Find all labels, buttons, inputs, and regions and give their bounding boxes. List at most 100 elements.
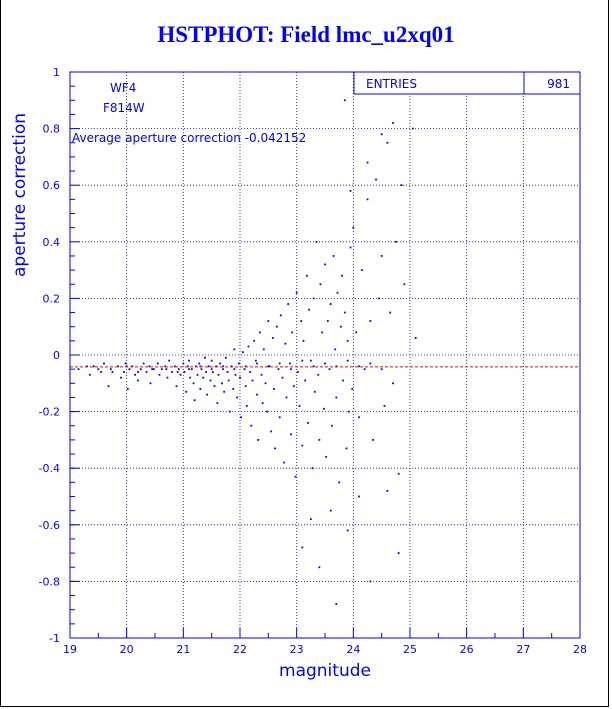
data-point: [287, 303, 290, 305]
data-point: [346, 359, 349, 362]
data-point: [324, 263, 326, 266]
data-point: [189, 376, 192, 379]
data-point: [328, 368, 331, 371]
x-tick-label: 22: [233, 643, 247, 656]
data-point: [403, 283, 406, 286]
data-point: [397, 472, 400, 475]
data-point: [240, 416, 243, 419]
data-point: [97, 368, 100, 371]
data-point: [126, 388, 129, 390]
y-tick-label: 0.6: [43, 179, 61, 192]
x-tick-label: 26: [460, 643, 474, 656]
data-point: [343, 99, 346, 102]
data-point: [288, 362, 291, 365]
data-point: [264, 382, 267, 385]
data-point: [284, 342, 287, 345]
data-point: [347, 410, 350, 413]
data-point: [125, 365, 128, 368]
y-tick-label: -0.4: [39, 462, 60, 475]
data-point: [268, 365, 271, 368]
data-point: [366, 161, 369, 164]
y-tick-label: -0.6: [39, 519, 60, 532]
data-point: [273, 388, 275, 390]
data-point: [311, 467, 314, 470]
data-point: [216, 402, 219, 405]
data-point: [358, 495, 360, 498]
data-point: [392, 122, 394, 124]
data-point: [177, 368, 180, 371]
data-point: [254, 359, 257, 362]
data-point: [142, 362, 145, 365]
data-point: [324, 362, 326, 365]
data-point: [400, 184, 403, 187]
data-point: [334, 348, 337, 351]
data-point: [326, 320, 329, 322]
data-point: [339, 325, 342, 328]
data-point: [236, 396, 239, 399]
y-tick-label: -1: [49, 632, 60, 645]
data-point: [207, 365, 210, 368]
data-point: [247, 345, 250, 348]
data-point: [392, 382, 394, 385]
data-point: [234, 373, 237, 376]
data-point: [165, 368, 168, 371]
data-point: [312, 297, 315, 300]
data-point: [275, 325, 278, 328]
data-point: [134, 373, 137, 376]
data-point: [261, 402, 264, 405]
data-point: [312, 365, 315, 368]
x-tick-label: 19: [63, 643, 77, 656]
data-point: [372, 439, 375, 441]
data-point: [315, 240, 318, 243]
data-point: [317, 373, 320, 376]
y-tick-label: 0: [53, 349, 60, 362]
data-point: [389, 311, 392, 314]
data-point: [192, 382, 195, 385]
data-point: [188, 368, 190, 371]
data-point: [137, 371, 139, 373]
data-point: [343, 311, 346, 314]
data-point: [278, 362, 281, 365]
data-point: [285, 396, 288, 399]
data-point: [380, 255, 383, 257]
data-point: [185, 390, 188, 393]
data-point: [377, 297, 380, 300]
data-point: [205, 371, 207, 373]
stats-label: ENTRIES: [366, 77, 417, 91]
data-point: [226, 371, 229, 373]
data-point: [210, 359, 213, 362]
data-point: [274, 447, 277, 450]
data-point: [298, 405, 301, 407]
data-point: [224, 356, 227, 359]
data-point: [199, 388, 202, 390]
data-point: [244, 365, 247, 368]
data-point: [145, 371, 148, 373]
data-point: [262, 348, 265, 351]
data-point: [318, 439, 321, 441]
data-point: [351, 388, 354, 390]
data-point: [369, 320, 372, 322]
data-point: [380, 368, 383, 371]
data-point: [281, 376, 284, 379]
data-point: [332, 255, 335, 257]
data-point: [301, 359, 304, 362]
data-point: [137, 379, 139, 382]
data-point: [111, 371, 114, 373]
data-point: [149, 382, 152, 385]
data-point: [237, 362, 240, 365]
plot-frame: [69, 71, 581, 639]
x-tick-label: 20: [120, 643, 134, 656]
data-point: [329, 303, 332, 305]
data-point: [220, 382, 223, 385]
x-tick-label: 25: [403, 643, 417, 656]
x-axis-label: magnitude: [279, 661, 371, 681]
y-axis-label: aperture correction: [10, 113, 30, 277]
data-point: [148, 365, 151, 368]
data-point: [307, 422, 309, 424]
data-point: [296, 371, 299, 373]
data-point: [294, 475, 297, 478]
data-point: [291, 331, 294, 334]
data-point: [290, 433, 292, 436]
data-point: [152, 368, 155, 371]
data-point: [183, 371, 186, 373]
